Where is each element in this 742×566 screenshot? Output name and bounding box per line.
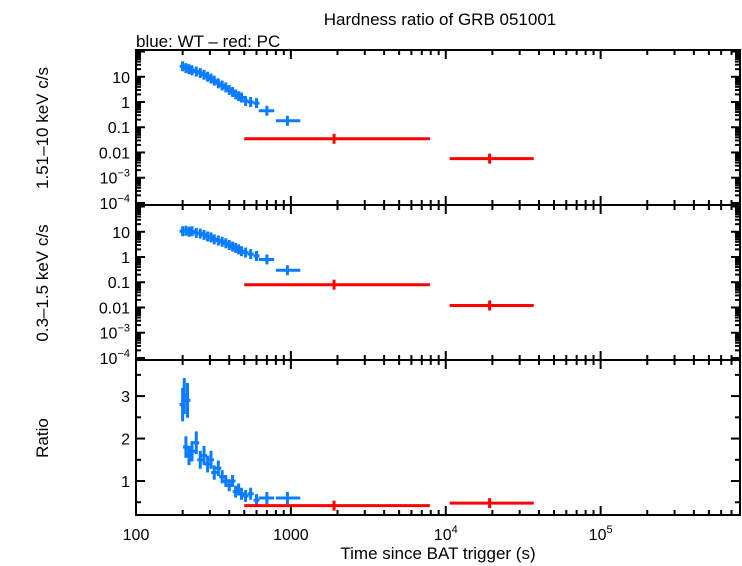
y-tick-label: 10 — [112, 70, 130, 87]
y-axis-label-soft: 0.3–1.5 keV c/s — [33, 224, 52, 341]
panel-frame — [135, 359, 741, 516]
x-tick-label: 1000 — [273, 527, 309, 544]
y-tick-label: 10−3 — [100, 168, 130, 188]
y-tick-label: 0.1 — [108, 120, 130, 137]
y-tick-label: 0.01 — [99, 300, 130, 317]
panel-frame — [135, 49, 741, 206]
y-tick-label: 3 — [121, 389, 130, 406]
y-tick-label: 10−4 — [100, 348, 130, 368]
y-tick-label: 1 — [121, 250, 130, 267]
y-tick-label: 0.01 — [99, 145, 130, 162]
y-tick-label: 1 — [121, 474, 130, 491]
chart-title: Hardness ratio of GRB 051001 — [324, 10, 556, 29]
y-tick-label: 0.1 — [108, 275, 130, 292]
x-axis-label: Time since BAT trigger (s) — [340, 544, 535, 563]
panel-frame — [135, 204, 741, 361]
y-axis-label-hard: 1.51–10 keV c/s — [33, 67, 52, 189]
x-tick-label: 104 — [434, 524, 458, 544]
y-tick-label: 10−4 — [100, 193, 130, 213]
x-tick-label: 105 — [589, 524, 613, 544]
y-tick-label: 10 — [112, 225, 130, 242]
x-tick-label: 100 — [123, 527, 150, 544]
y-tick-label: 10−3 — [100, 323, 130, 343]
chart-subtitle: blue: WT – red: PC — [136, 32, 280, 51]
y-tick-label: 1 — [121, 95, 130, 112]
y-axis-label-ratio: Ratio — [33, 418, 52, 458]
y-tick-label: 2 — [121, 432, 130, 449]
